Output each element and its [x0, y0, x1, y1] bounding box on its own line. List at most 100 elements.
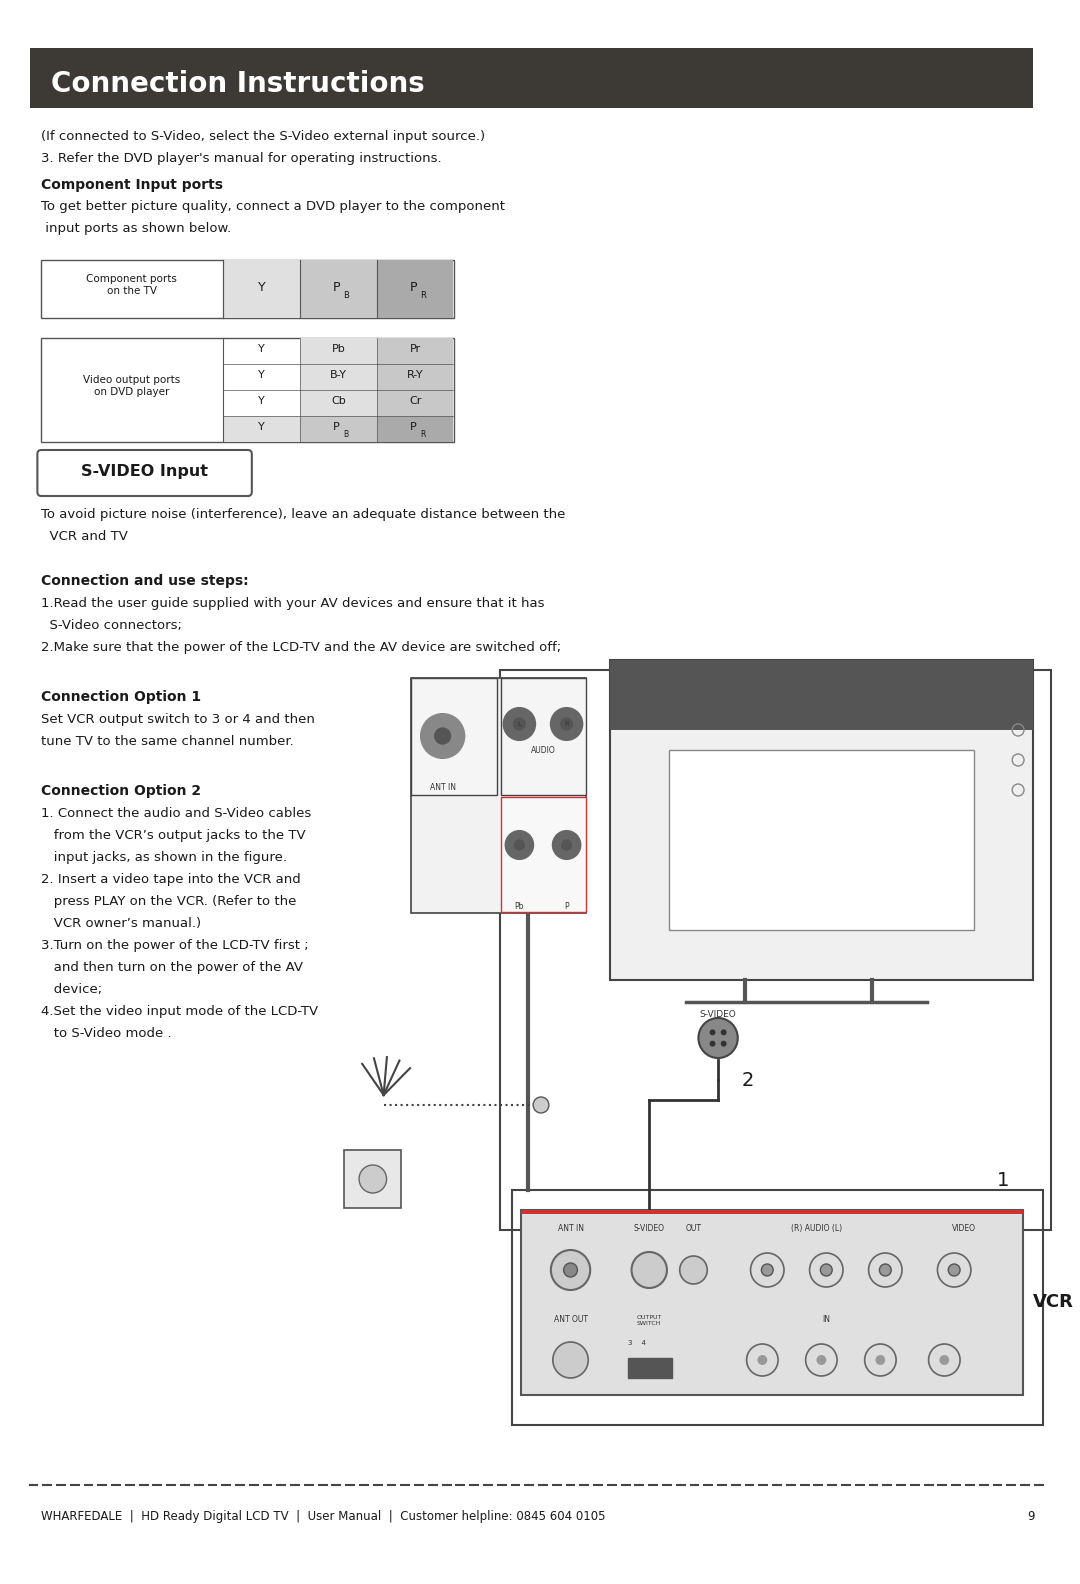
Text: (If connected to S-Video, select the S-Video external input source.): (If connected to S-Video, select the S-V… [41, 130, 485, 143]
Circle shape [868, 1253, 902, 1286]
Text: To avoid picture noise (interference), leave an adequate distance between the: To avoid picture noise (interference), l… [41, 508, 566, 521]
Circle shape [937, 1253, 971, 1286]
Text: AUDIO: AUDIO [530, 746, 555, 756]
Text: press PLAY on the VCR. (Refer to the: press PLAY on the VCR. (Refer to the [41, 895, 297, 908]
Bar [377, 390, 454, 417]
Circle shape [534, 1098, 549, 1114]
Circle shape [514, 840, 524, 851]
Circle shape [553, 1342, 589, 1378]
Text: Cb: Cb [330, 396, 346, 406]
Text: OUTPUT
SWITCH: OUTPUT SWITCH [636, 1315, 662, 1326]
Bar [377, 417, 454, 442]
Bar [300, 390, 377, 417]
Circle shape [561, 718, 572, 730]
Circle shape [359, 1164, 387, 1193]
Text: R: R [420, 290, 426, 299]
Text: Pb: Pb [515, 901, 524, 911]
Text: 2: 2 [741, 1071, 754, 1090]
Circle shape [710, 1041, 715, 1047]
Circle shape [513, 718, 525, 730]
Text: 3    4: 3 4 [629, 1340, 646, 1346]
Bar [29, 48, 1032, 108]
Circle shape [632, 1251, 667, 1288]
Text: 3.Turn on the power of the LCD-TV first ;: 3.Turn on the power of the LCD-TV first … [41, 939, 309, 952]
Text: Connection Instructions: Connection Instructions [51, 70, 424, 98]
Bar [224, 417, 300, 442]
Bar [377, 260, 454, 318]
Text: Set VCR output switch to 3 or 4 and then: Set VCR output switch to 3 or 4 and then [41, 713, 315, 725]
Circle shape [757, 1354, 767, 1365]
Text: S-VIDEO: S-VIDEO [634, 1224, 664, 1232]
Circle shape [929, 1343, 960, 1376]
Circle shape [879, 1264, 891, 1277]
Circle shape [865, 1343, 896, 1376]
Text: (R) AUDIO (L): (R) AUDIO (L) [791, 1224, 842, 1232]
Text: VIDEO: VIDEO [951, 1224, 976, 1232]
Text: R: R [420, 429, 426, 439]
Text: S-Video connectors;: S-Video connectors; [41, 619, 183, 632]
Bar [300, 417, 377, 442]
Bar [377, 337, 454, 364]
Bar [610, 661, 1032, 980]
Circle shape [761, 1264, 773, 1277]
Text: 9: 9 [1027, 1510, 1035, 1522]
Text: 1.Read the user guide supplied with your AV devices and ensure that it has: 1.Read the user guide supplied with your… [41, 597, 544, 610]
Bar [345, 1150, 402, 1209]
Circle shape [816, 1354, 826, 1365]
Bar [300, 260, 377, 318]
Text: OUT: OUT [686, 1224, 702, 1232]
Text: tune TV to the same channel number.: tune TV to the same channel number. [41, 735, 294, 748]
Bar [300, 337, 377, 364]
Text: Component ports
on the TV: Component ports on the TV [86, 274, 177, 296]
Text: 1. Connect the audio and S-Video cables: 1. Connect the audio and S-Video cables [41, 806, 311, 821]
Circle shape [806, 1343, 837, 1376]
Circle shape [720, 1041, 727, 1047]
Circle shape [710, 1030, 715, 1036]
Bar [512, 1190, 1042, 1426]
Text: Component Input ports: Component Input ports [41, 177, 224, 192]
Text: VCR and TV: VCR and TV [41, 531, 129, 543]
Text: Y: Y [258, 421, 265, 432]
Text: P: P [564, 901, 569, 911]
Text: to S-Video mode .: to S-Video mode . [41, 1026, 172, 1041]
Text: 3. Refer the DVD player's manual for operating instructions.: 3. Refer the DVD player's manual for ope… [41, 152, 442, 165]
Text: 4.Set the video input mode of the LCD-TV: 4.Set the video input mode of the LCD-TV [41, 1004, 319, 1019]
Text: 2. Insert a video tape into the VCR and: 2. Insert a video tape into the VCR and [41, 873, 301, 885]
Bar [411, 678, 586, 912]
Circle shape [553, 832, 580, 859]
Bar [669, 749, 974, 930]
Bar [610, 661, 1032, 730]
Circle shape [940, 1354, 949, 1365]
Circle shape [562, 840, 571, 851]
Text: IN: IN [822, 1315, 831, 1324]
Text: Cr: Cr [409, 396, 421, 406]
Text: 1: 1 [997, 1171, 1010, 1190]
Bar [411, 678, 497, 795]
Text: Y: Y [258, 396, 265, 406]
Text: Pr: Pr [409, 344, 421, 353]
Text: Video output ports
on DVD player: Video output ports on DVD player [83, 375, 180, 398]
Bar [377, 364, 454, 390]
Text: VCR owner’s manual.): VCR owner’s manual.) [41, 917, 202, 930]
Bar [41, 260, 455, 318]
Bar [501, 797, 586, 912]
Circle shape [810, 1253, 843, 1286]
Circle shape [505, 832, 534, 859]
Text: S-VIDEO Input: S-VIDEO Input [81, 464, 208, 478]
Text: L: L [517, 721, 522, 727]
Text: input ports as shown below.: input ports as shown below. [41, 222, 231, 234]
Text: B: B [343, 290, 349, 299]
Bar [522, 1210, 1023, 1213]
Circle shape [720, 1030, 727, 1036]
Circle shape [564, 1262, 578, 1277]
Text: from the VCR’s output jacks to the TV: from the VCR’s output jacks to the TV [41, 828, 306, 843]
Circle shape [435, 729, 450, 744]
Text: Connection and use steps:: Connection and use steps: [41, 573, 248, 588]
Text: R-Y: R-Y [407, 371, 423, 380]
Text: ANT OUT: ANT OUT [554, 1315, 588, 1324]
Text: Y: Y [258, 280, 266, 293]
Text: B: B [343, 429, 349, 439]
Bar [224, 260, 300, 318]
Text: To get better picture quality, connect a DVD player to the component: To get better picture quality, connect a… [41, 200, 505, 212]
Circle shape [551, 708, 582, 740]
